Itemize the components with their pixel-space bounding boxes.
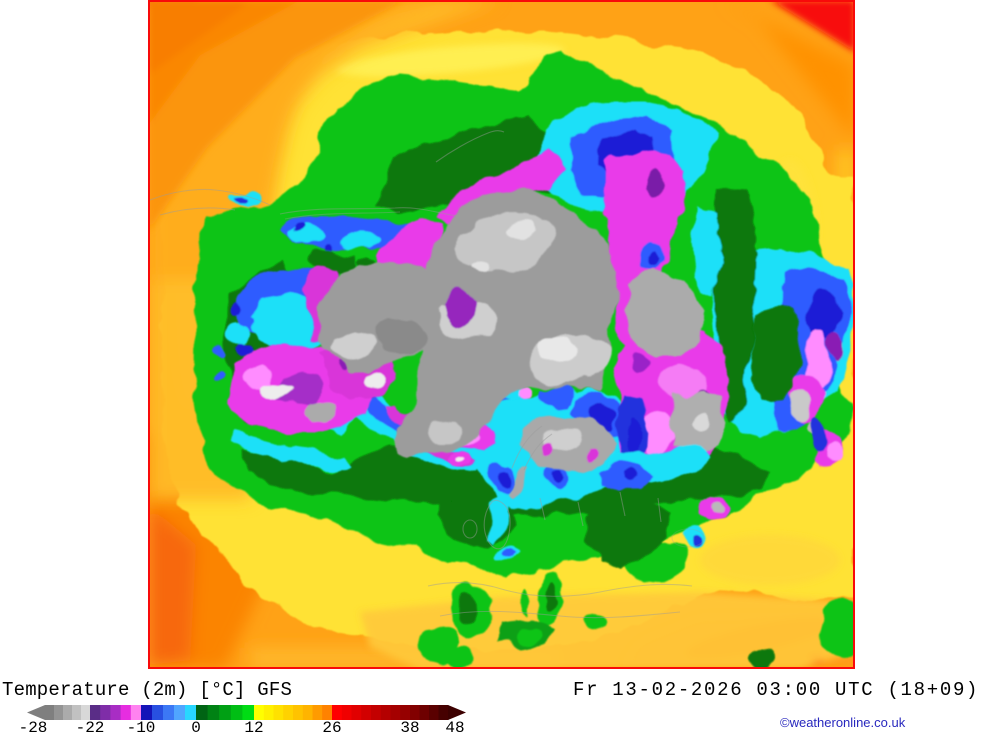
svg-text:48: 48: [445, 719, 464, 733]
svg-text:12: 12: [244, 719, 263, 733]
svg-text:0: 0: [191, 719, 201, 733]
svg-text:-28: -28: [19, 719, 48, 733]
svg-text:-10: -10: [127, 719, 156, 733]
svg-text:26: 26: [322, 719, 341, 733]
svg-text:-22: -22: [76, 719, 105, 733]
svg-text:38: 38: [400, 719, 419, 733]
svg-text:Temperature (2m) [°C] GFS: Temperature (2m) [°C] GFS: [2, 679, 292, 701]
svg-text:Fr 13-02-2026 03:00 UTC (18+09: Fr 13-02-2026 03:00 UTC (18+09): [573, 679, 979, 701]
svg-text:©weatheronline.co.uk: ©weatheronline.co.uk: [780, 715, 906, 730]
